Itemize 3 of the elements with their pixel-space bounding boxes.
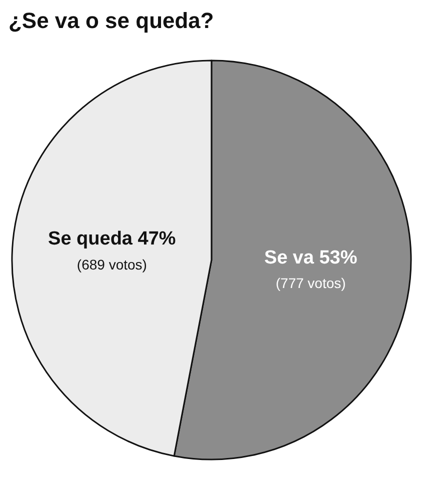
chart-title: ¿Se va o se queda? [8,8,214,33]
slice-label: Se va 53% (777 votos) [264,248,358,292]
slice-label: Se queda 47% (689 votos) [48,228,176,272]
